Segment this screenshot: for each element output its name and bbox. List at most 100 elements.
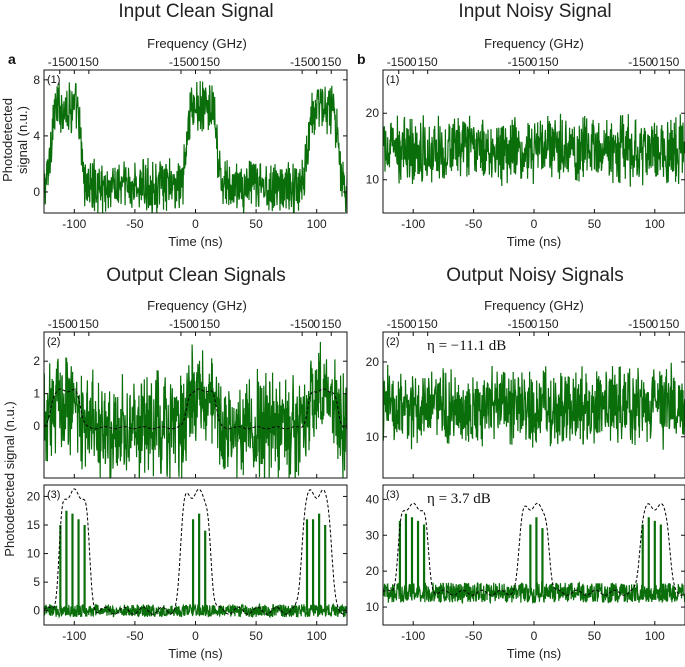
ytick-label-a1: 8: [33, 73, 40, 87]
ftick-label-b2: 150: [418, 317, 438, 331]
envelope-a2: [44, 388, 347, 430]
ftick-label-b1: -150: [507, 55, 531, 69]
xtick-label-b3: -100: [401, 629, 425, 643]
sublabel-a3: (3): [47, 489, 60, 501]
panel-letter-b: b: [357, 51, 366, 67]
ftick-label-b2: -150: [507, 317, 531, 331]
plot-area-b1: [383, 113, 685, 187]
title-output-clean: Output Clean Signals: [106, 265, 286, 286]
ftick-label-b2: -150: [628, 317, 652, 331]
sublabel-b1: (1): [386, 74, 399, 86]
ytick-label-b1: 20: [366, 106, 380, 120]
xtick-label-a3: 50: [249, 629, 263, 643]
ytick-label-b1: 10: [366, 173, 380, 187]
ytick-label-a3: 5: [33, 575, 40, 589]
xtick-label-a1: -50: [126, 217, 144, 231]
ftick-label-a1: -150: [48, 55, 72, 69]
envelope-a3: [44, 488, 347, 615]
sublabel-b2: (2): [386, 336, 399, 348]
ftick-label-a2: 150: [321, 317, 341, 331]
ytick-label-a3: 20: [27, 489, 41, 503]
title-output-noisy: Output Noisy Signals: [446, 265, 623, 286]
ftick-label-a1: 150: [200, 55, 220, 69]
sublabel-b3: (3): [386, 489, 399, 501]
ftick-label-a2: 0: [313, 317, 320, 331]
efficiency-annotation-b3: η = 3.7 dB: [427, 491, 491, 507]
plot-area-a1: [44, 81, 347, 213]
ftick-label-b1: -150: [628, 55, 652, 69]
title-input-noisy: Input Noisy Signal: [458, 1, 611, 22]
ytick-label-a3: 10: [27, 547, 41, 561]
ytick-label-b2: 10: [366, 430, 380, 444]
envelope-b3: [383, 502, 685, 596]
xtick-label-a1: 0: [192, 217, 199, 231]
ftick-label-b1: -150: [387, 55, 411, 69]
time-label-b3: Time (ns): [507, 646, 561, 661]
freq-label-a: Frequency (GHz): [147, 36, 247, 51]
ftick-label-a2: -150: [48, 317, 72, 331]
ytick-label-a2: 2: [33, 354, 40, 368]
freq-label-b: Frequency (GHz): [484, 36, 584, 51]
ftick-label-a2: -150: [290, 317, 314, 331]
xtick-label-b1: -50: [465, 217, 483, 231]
ytick-label-a3: 0: [33, 604, 40, 618]
xtick-label-b3: 0: [531, 629, 538, 643]
ftick-label-b1: 0: [531, 55, 538, 69]
ftick-label-b1: 150: [659, 55, 679, 69]
ytick-label-b2: 20: [366, 355, 380, 369]
xtick-label-a3: -100: [62, 629, 86, 643]
xtick-label-b1: -100: [401, 217, 425, 231]
signal-trace-b3: [383, 580, 685, 605]
signal-trace-b2: [383, 362, 685, 450]
signal-trace-a1: [44, 81, 347, 213]
freq-label-bottom-right: Frequency (GHz): [484, 298, 584, 313]
xtick-label-b3: 50: [588, 629, 602, 643]
ytick-label-a1: 4: [33, 129, 40, 143]
ftick-label-b2: 150: [538, 317, 558, 331]
ftick-label-a2: 150: [200, 317, 220, 331]
title-input-clean: Input Clean Signal: [118, 1, 273, 22]
plot-area-a2: [44, 341, 347, 478]
ylabel-bottom-left: Photodetected signal (n.u.): [2, 401, 17, 556]
ftick-label-a1: 0: [71, 55, 78, 69]
sublabel-a1: (1): [47, 74, 60, 86]
ftick-label-a2: 150: [79, 317, 99, 331]
ytick-label-b3: 20: [366, 564, 380, 578]
xtick-label-b3: 100: [645, 629, 665, 643]
signal-trace-a2: [44, 341, 347, 478]
ftick-label-b2: 0: [410, 317, 417, 331]
time-label-b1: Time (ns): [507, 234, 561, 249]
ftick-label-b1: 0: [651, 55, 658, 69]
ftick-label-a1: 150: [321, 55, 341, 69]
ytick-label-a2: 1: [33, 387, 40, 401]
ftick-label-b1: 0: [410, 55, 417, 69]
panel-letter-a: a: [8, 51, 16, 67]
panel-a3: 0 5 10 15 20 -100 -50 0 50 100 Time (ns) (3): [27, 484, 348, 661]
ytick-label-b3: 30: [366, 528, 380, 542]
xtick-label-b1: 0: [531, 217, 538, 231]
plot-area-b3: [383, 502, 685, 605]
ftick-label-b1: 150: [418, 55, 438, 69]
xtick-label-a3: 100: [307, 629, 327, 643]
ftick-label-a2: 0: [71, 317, 78, 331]
signal-trace-a3: [44, 602, 347, 619]
xtick-label-a1: 100: [307, 217, 327, 231]
ftick-label-b2: 0: [651, 317, 658, 331]
sublabel-a2: (2): [47, 336, 60, 348]
ftick-label-a1: -150: [290, 55, 314, 69]
time-label-a1: Time (ns): [168, 234, 222, 249]
xtick-label-a3: -50: [126, 629, 144, 643]
xtick-label-b1: 100: [645, 217, 665, 231]
ytick-label-b3: 10: [366, 600, 380, 614]
ftick-label-b2: 0: [531, 317, 538, 331]
plot-area-b2: [383, 362, 685, 450]
ftick-label-a1: 150: [79, 55, 99, 69]
ftick-label-b1: 150: [538, 55, 558, 69]
plot-area-a3: [44, 488, 347, 619]
ytick-label-b3: 40: [366, 492, 380, 506]
freq-label-bottom-left: Frequency (GHz): [147, 298, 247, 313]
ftick-label-b2: -150: [387, 317, 411, 331]
